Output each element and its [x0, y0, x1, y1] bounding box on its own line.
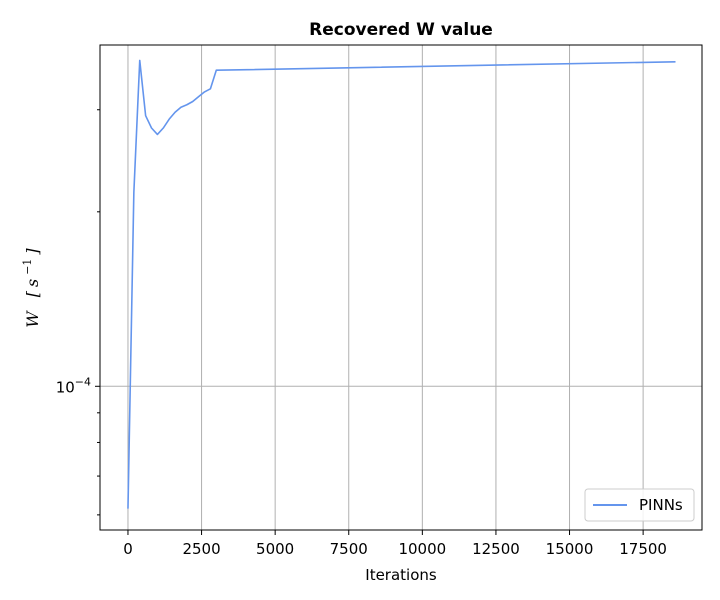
y-axis-label: W [ s −1 ]	[18, 248, 42, 328]
y-axis-unit-close: ]	[23, 248, 42, 256]
series-line-pinns	[127, 59, 676, 509]
legend: PINNs	[584, 488, 695, 522]
grid-lines	[100, 45, 702, 530]
y-axis-unit-exp: −1	[21, 259, 34, 275]
series-layer	[127, 59, 676, 509]
x-tick-label: 0	[123, 540, 133, 558]
x-tick-label: 7500	[330, 540, 368, 558]
x-tick-label: 10000	[398, 540, 446, 558]
y-axis-unit-open: [	[23, 290, 42, 297]
legend-label: PINNs	[639, 496, 683, 514]
x-tick-label: 5000	[256, 540, 294, 558]
x-tick-label: 15000	[546, 540, 594, 558]
plot-area-frame	[99, 44, 703, 531]
y-tick-label-base: 10	[56, 378, 75, 396]
chart-title: Recovered W value	[309, 20, 493, 40]
legend-box	[584, 488, 695, 522]
x-tick-label: 12500	[472, 540, 520, 558]
x-tick-label: 17500	[619, 540, 667, 558]
axis-ticks: 0 2500 5000 7500 10000 12500 15000 17500 10−4	[56, 109, 667, 558]
y-axis-symbol: W	[23, 310, 42, 328]
x-axis-label: Iterations	[365, 566, 437, 584]
y-tick-label: 10−4	[56, 375, 91, 396]
y-tick-label-exponent: −4	[75, 375, 91, 388]
y-axis-unit-base: s	[23, 279, 42, 287]
x-tick-label: 2500	[182, 540, 220, 558]
